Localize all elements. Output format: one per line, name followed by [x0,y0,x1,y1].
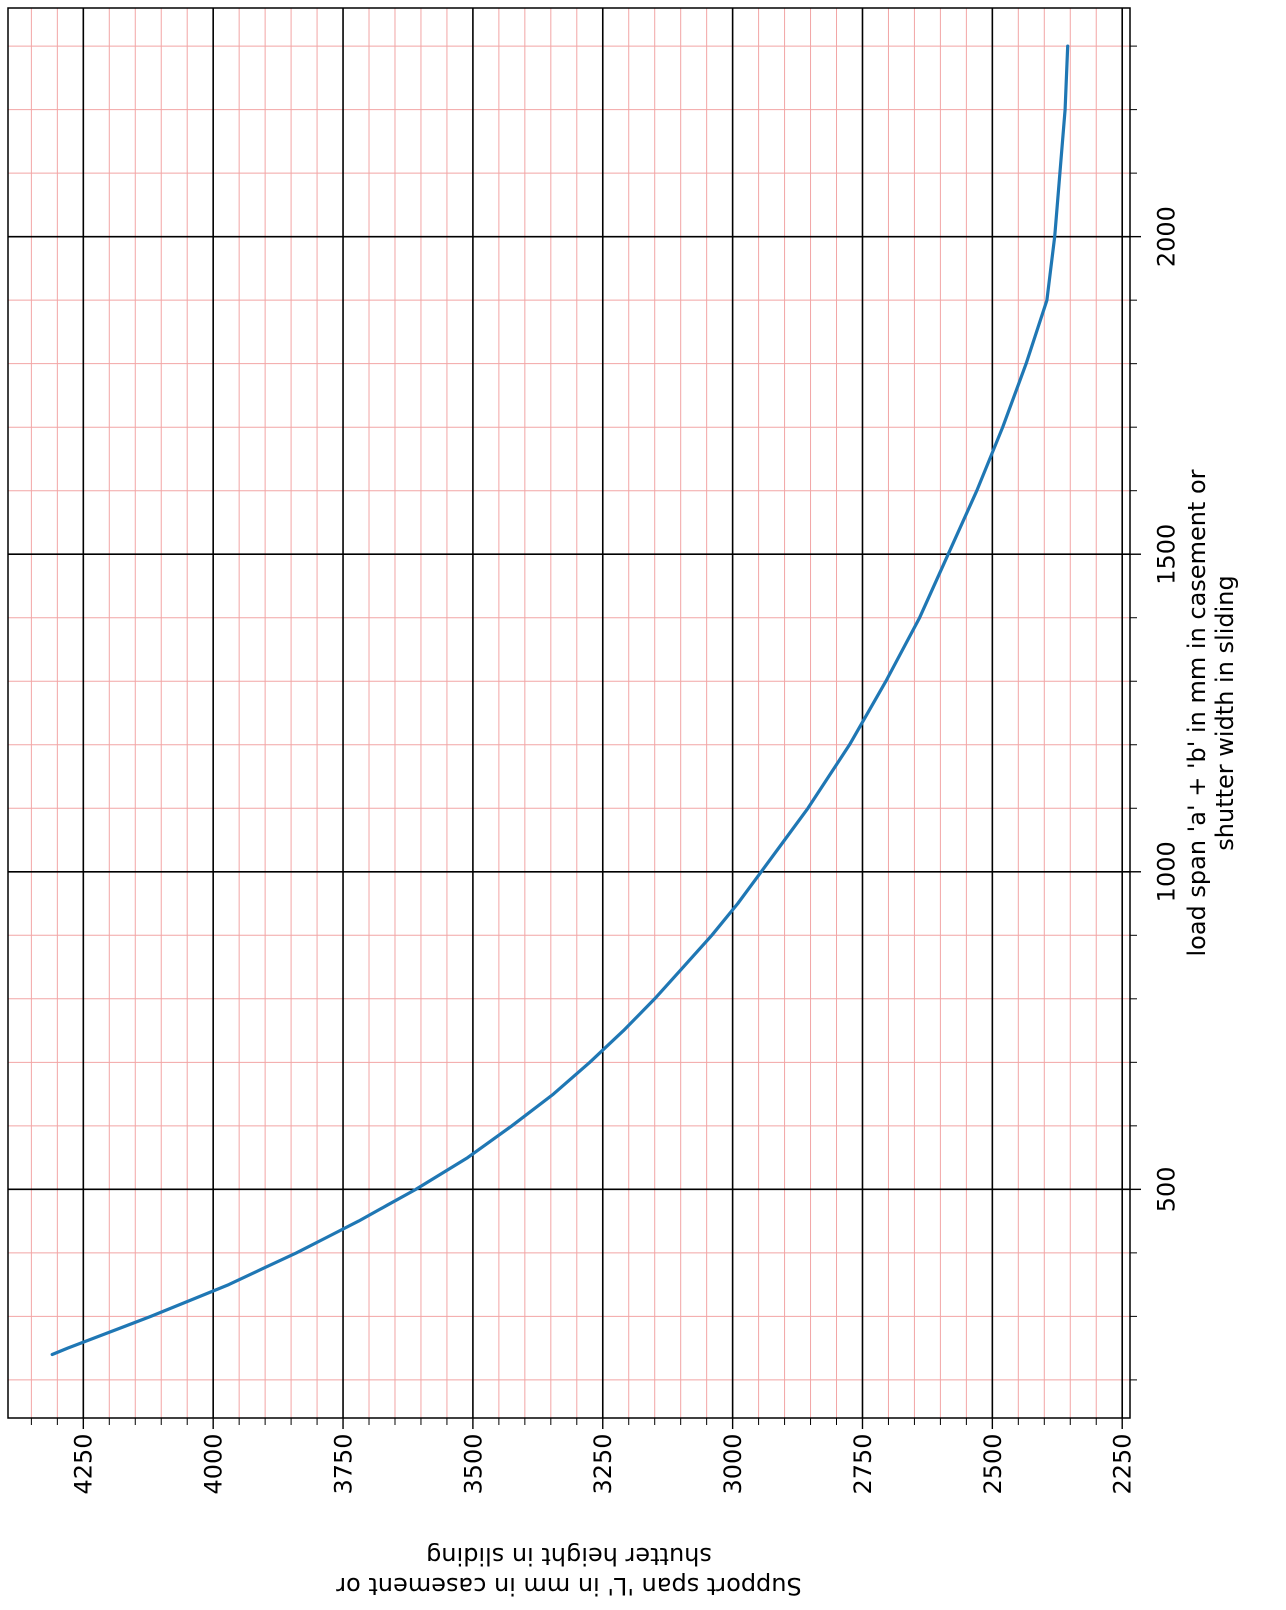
series-point [737,902,739,905]
major-gridlines [8,8,1130,1418]
x-tick-label: 1000 [1152,841,1180,902]
series-point [466,1156,469,1159]
series-point [588,1061,591,1064]
y-axis-label-line-1: Support span 'L' in mm in casement or [336,1572,802,1600]
series-point [1059,172,1061,174]
plot-frame [7,7,1131,1419]
y-tick-label: 3250 [589,1433,617,1494]
series-point [66,1347,69,1349]
series-point [760,870,762,873]
series-point [357,1220,360,1222]
y-tick-label: 2500 [979,1433,1007,1494]
ticks-layer: 500 1000 1500 2000 2250 2500 2750 3000 3250 3500 3… [30,45,1180,1495]
series-point [975,489,978,492]
series-point [51,1353,53,1356]
y-tick-label: 3500 [459,1433,487,1494]
y-tick-label: 2250 [1109,1433,1137,1494]
series-point [1001,426,1004,428]
series-point [682,966,685,968]
x-axis-label-line-1: load span 'a' + 'b' in mm in casement or [1183,469,1211,956]
series-point [622,1029,625,1032]
series-point [653,998,656,1000]
series-point [386,1204,388,1207]
minor-gridlines [8,8,1130,1418]
series-point [827,775,830,778]
y-tick-label: 4250 [70,1433,98,1494]
series-point [711,934,713,937]
series-point [885,680,887,683]
series-point [295,1252,298,1254]
series-point [1046,299,1048,301]
series-point [783,839,786,841]
series-layer [50,44,1070,1357]
series-point [1025,362,1027,365]
series-point [108,1331,111,1334]
series-point [1064,108,1066,111]
series-point [552,1093,555,1095]
x-tick-label: 500 [1152,1166,1180,1212]
series-point [1066,45,1069,47]
series-point [150,1315,152,1318]
series-point [261,1267,264,1270]
y-tick-label: 4000 [200,1433,228,1494]
series-point [326,1236,329,1238]
x-tick-label: 1500 [1152,524,1180,585]
series-point [918,616,921,619]
x-axis-label-line-2: shutter width in sliding [1211,575,1239,850]
y-axis-label-line-2: shutter height in sliding [426,1542,712,1570]
y-tick-label: 2750 [849,1433,877,1494]
y-tick-label: 3000 [719,1433,747,1494]
axis-labels-layer: load span 'a' + 'b' in mm in casement or… [336,469,1239,1600]
y-tick-label: 3750 [329,1433,357,1494]
series-point [1053,235,1056,238]
series-point [848,743,851,746]
series-point [189,1299,191,1302]
series-point [947,553,949,556]
series-point [414,1188,417,1191]
x-tick-label: 2000 [1152,206,1180,267]
series-point [227,1283,230,1286]
series-point [807,807,809,810]
series-point [511,1125,513,1127]
